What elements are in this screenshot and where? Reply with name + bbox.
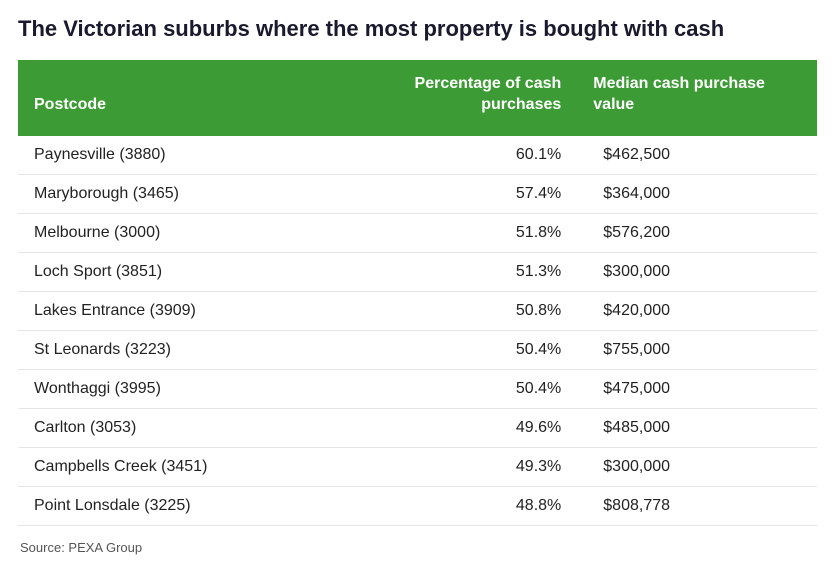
cell-pct: 57.4%	[322, 174, 578, 213]
table-row: Campbells Creek (3451)49.3%$300,000	[18, 447, 817, 486]
cell-value: $475,000	[577, 369, 817, 408]
cell-postcode: Paynesville (3880)	[18, 136, 322, 175]
col-header-value: Median cash purchase value	[577, 60, 817, 136]
table-row: Loch Sport (3851)51.3%$300,000	[18, 252, 817, 291]
page-title: The Victorian suburbs where the most pro…	[18, 16, 817, 42]
col-header-postcode: Postcode	[18, 60, 322, 136]
table-row: Lakes Entrance (3909)50.8%$420,000	[18, 291, 817, 330]
cell-value: $300,000	[577, 252, 817, 291]
cell-value: $576,200	[577, 213, 817, 252]
col-header-pct: Percentage of cash purchases	[322, 60, 578, 136]
table-row: Carlton (3053)49.6%$485,000	[18, 408, 817, 447]
cell-value: $420,000	[577, 291, 817, 330]
table-row: Maryborough (3465)57.4%$364,000	[18, 174, 817, 213]
cell-pct: 60.1%	[322, 136, 578, 175]
table-row: St Leonards (3223)50.4%$755,000	[18, 330, 817, 369]
cell-value: $300,000	[577, 447, 817, 486]
cell-pct: 50.8%	[322, 291, 578, 330]
cell-postcode: Lakes Entrance (3909)	[18, 291, 322, 330]
cell-pct: 50.4%	[322, 330, 578, 369]
cell-postcode: Point Lonsdale (3225)	[18, 486, 322, 525]
cell-value: $364,000	[577, 174, 817, 213]
table-row: Wonthaggi (3995)50.4%$475,000	[18, 369, 817, 408]
cash-purchase-table: Postcode Percentage of cash purchases Me…	[18, 60, 817, 526]
cell-postcode: Wonthaggi (3995)	[18, 369, 322, 408]
table-row: Point Lonsdale (3225)48.8%$808,778	[18, 486, 817, 525]
cell-value: $462,500	[577, 136, 817, 175]
cell-value: $808,778	[577, 486, 817, 525]
cell-pct: 50.4%	[322, 369, 578, 408]
table-row: Melbourne (3000)51.8%$576,200	[18, 213, 817, 252]
cell-postcode: Melbourne (3000)	[18, 213, 322, 252]
table-row: Paynesville (3880)60.1%$462,500	[18, 136, 817, 175]
source-attribution: Source: PEXA Group	[20, 540, 817, 555]
cell-postcode: St Leonards (3223)	[18, 330, 322, 369]
cell-value: $485,000	[577, 408, 817, 447]
cell-pct: 51.3%	[322, 252, 578, 291]
cell-value: $755,000	[577, 330, 817, 369]
cell-pct: 51.8%	[322, 213, 578, 252]
cell-pct: 49.3%	[322, 447, 578, 486]
cell-postcode: Carlton (3053)	[18, 408, 322, 447]
cell-postcode: Campbells Creek (3451)	[18, 447, 322, 486]
cell-pct: 48.8%	[322, 486, 578, 525]
cell-pct: 49.6%	[322, 408, 578, 447]
cell-postcode: Maryborough (3465)	[18, 174, 322, 213]
cell-postcode: Loch Sport (3851)	[18, 252, 322, 291]
